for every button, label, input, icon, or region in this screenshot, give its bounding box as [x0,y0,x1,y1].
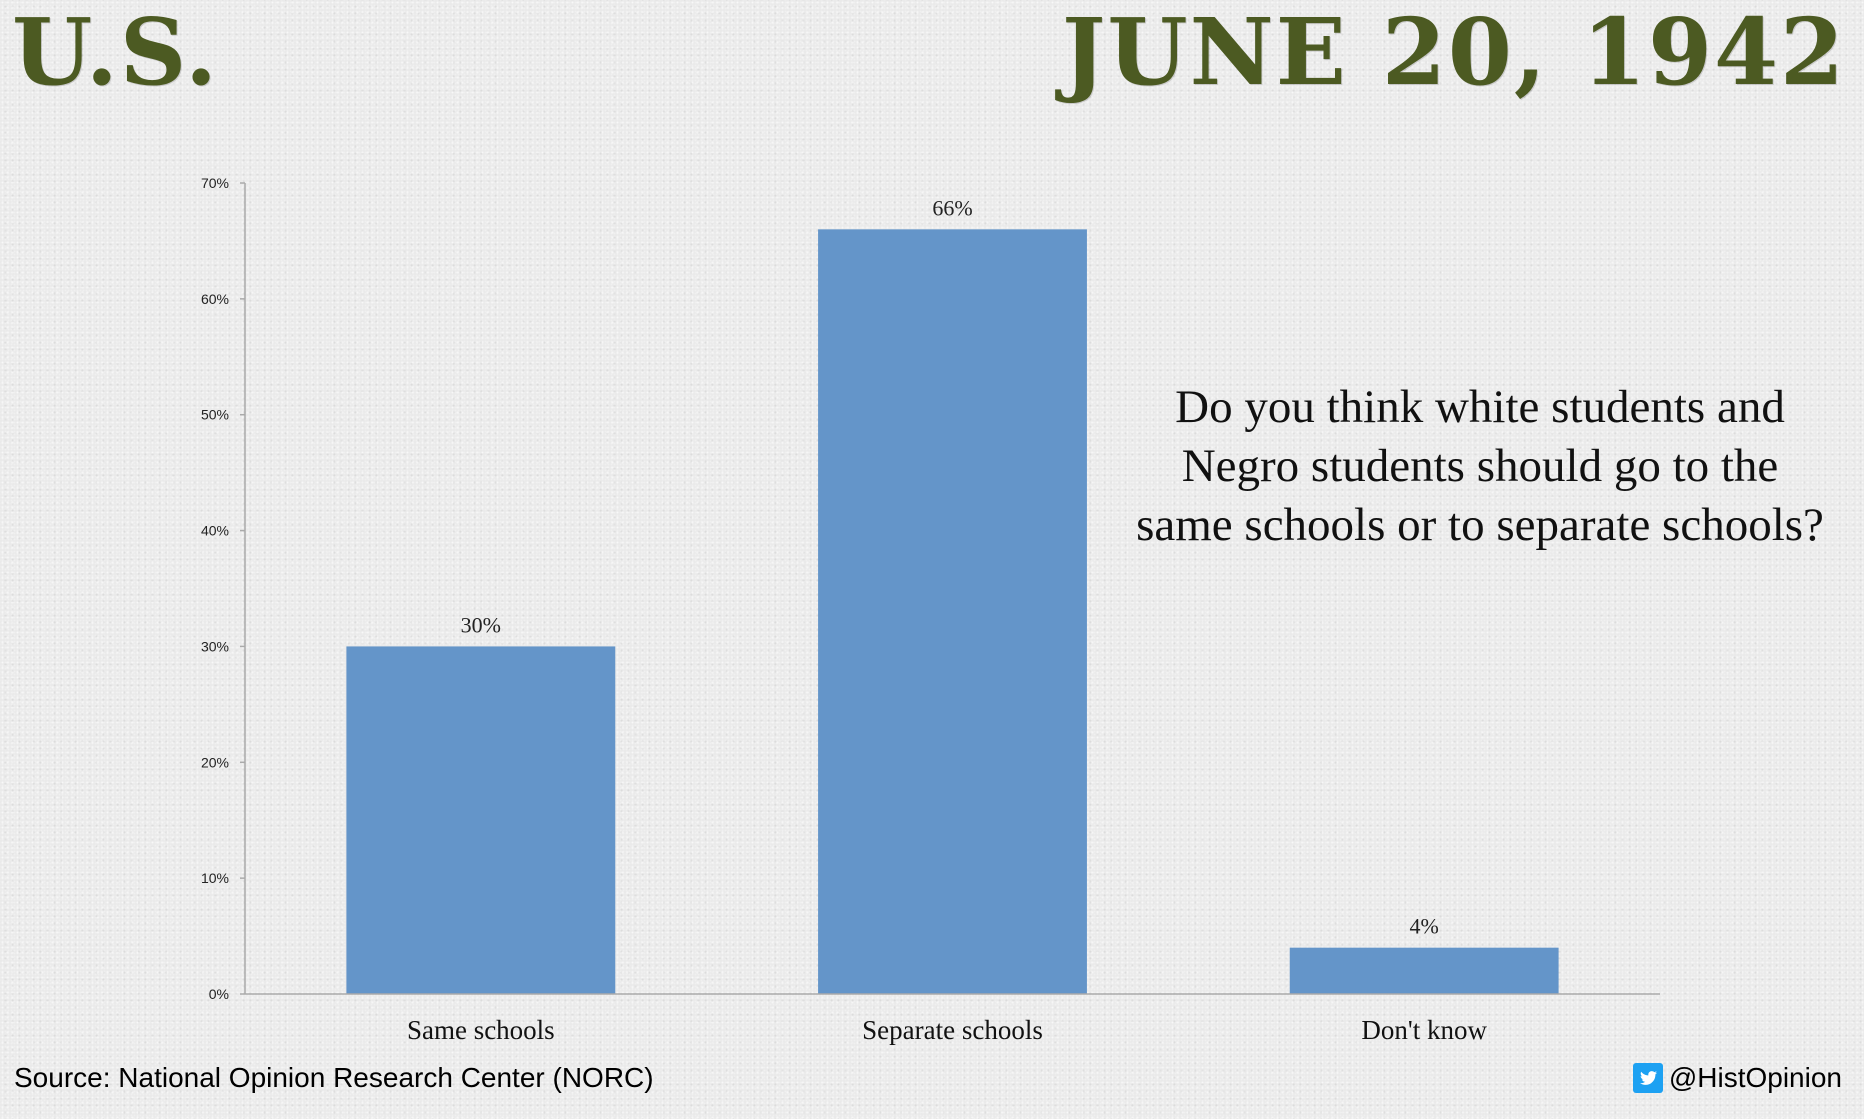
question-line-2: Negro students should go to the [1181,440,1779,492]
twitter-handle[interactable]: @HistOpinion [1632,1062,1842,1094]
bar [818,229,1087,995]
bar [346,646,616,994]
y-tick-label: 60% [201,291,229,307]
survey-question: Do you think white students and Negro st… [1100,378,1860,555]
x-tick-label: Separate schools [862,1015,1043,1045]
y-tick-label: 50% [201,407,229,423]
date-title: JUNE 20, 1942 [1061,0,1846,106]
source-note: Source: National Opinion Research Center… [14,1062,654,1093]
x-tick-label: Same schools [407,1015,555,1045]
twitter-handle-text: @HistOpinion [1668,1062,1842,1093]
value-labels: 30% 66% 4% [461,195,1439,938]
data-label: 4% [1410,914,1439,939]
y-axis: 0% 10% 20% 30% 40% 50% 60% 70% [201,175,246,1002]
y-tick-label: 10% [201,870,229,886]
y-tick-label: 40% [201,523,229,539]
x-axis: Same schools Separate schools Don't know [245,993,1660,1045]
y-tick-label: 30% [201,638,229,654]
y-tick-label: 70% [201,175,229,191]
question-line-3: same schools or to separate schools? [1136,499,1824,551]
y-tick-label: 20% [201,754,229,770]
country-title: U.S. [12,0,220,106]
x-tick-label: Don't know [1361,1015,1487,1045]
bar [1289,947,1559,994]
y-tick-label: 0% [209,986,229,1002]
twitter-icon [1632,1063,1663,1093]
data-label: 66% [932,195,972,220]
question-line-1: Do you think white students and [1175,381,1785,433]
bars [346,229,1559,995]
data-label: 30% [461,612,501,637]
